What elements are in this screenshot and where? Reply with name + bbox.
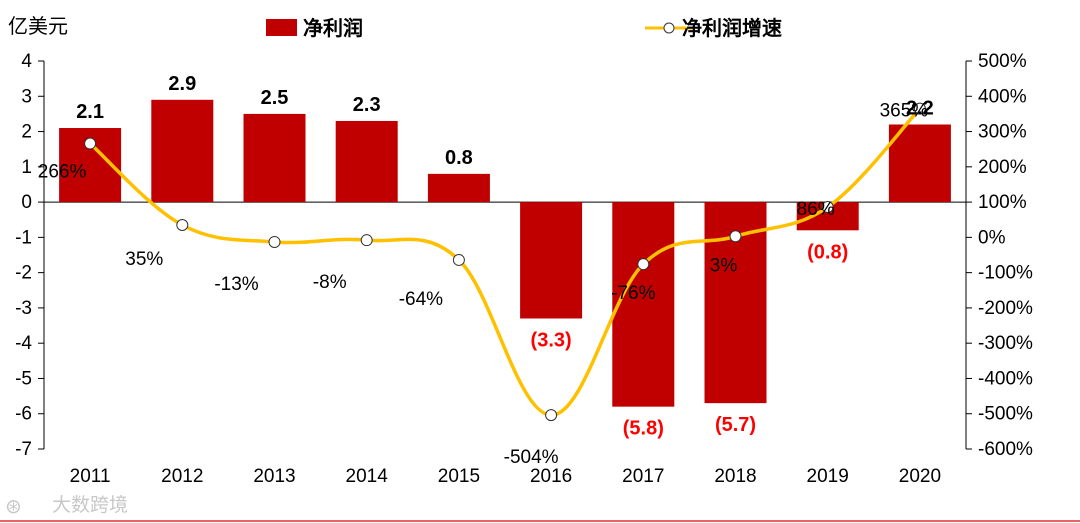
y-left-tick-label: -5: [15, 368, 32, 389]
bar-value-label: (3.3): [531, 329, 572, 351]
y-right-tick-label: 400%: [978, 86, 1027, 107]
y-right-tick-label: 300%: [978, 122, 1027, 143]
bar-value-label: (5.7): [715, 414, 756, 436]
watermark-logo-icon: ⊛: [5, 496, 22, 518]
growth-line: [88, 107, 922, 417]
growth-marker-2013: [268, 235, 281, 248]
growth-marker-2011: [84, 137, 97, 150]
growth-marker-2012: [176, 219, 189, 232]
x-tick-label: 2014: [346, 466, 389, 487]
bar-2013: [243, 113, 306, 203]
x-tick-label: 2015: [438, 466, 480, 487]
growth-label: -64%: [399, 289, 443, 310]
x-tick-label: 2011: [70, 466, 111, 487]
y-left-tick-label: -7: [15, 439, 32, 460]
y-left-tick-label: 1: [21, 157, 32, 178]
y-right-tick-label: -600%: [978, 439, 1033, 460]
bar-value-label: (0.8): [807, 241, 848, 263]
watermark-text: 大数跨境: [52, 494, 128, 516]
bar-value-label: 0.8: [445, 147, 473, 169]
bar-2014: [335, 120, 398, 203]
bar-2017: [612, 202, 675, 407]
bar-value-label: 2.9: [168, 73, 196, 95]
bar-2012: [151, 99, 214, 203]
bar-2020: [888, 124, 951, 203]
bar-series: [59, 99, 951, 407]
bar-value-label: (5.8): [623, 418, 664, 440]
y-left-tick-label: 4: [21, 51, 32, 72]
y-left-tick-label: -4: [15, 333, 32, 354]
y-right-tick-label: -300%: [978, 333, 1033, 354]
growth-label: 35%: [125, 249, 163, 270]
y-left-tick-label: 0: [21, 192, 32, 213]
y-left-tick-label: -6: [15, 404, 32, 425]
y-left-tick-label: -1: [15, 227, 32, 248]
y-left-tick-label: 2: [21, 122, 32, 143]
growth-marker-2015: [452, 253, 465, 266]
legend: 净利润 净利润增速: [266, 16, 782, 40]
growth-label: 3%: [710, 255, 738, 276]
legend-bar-swatch: [266, 19, 297, 36]
y-left-tick-label: 3: [21, 86, 32, 107]
y-right-tick-label: -100%: [978, 263, 1033, 284]
axes: 4 3 2 1 0 -1 -2 -3 -4 -5 -6 -7 500% 400% 300% 200% 100% 0…: [15, 51, 1033, 487]
x-tick-label: 2012: [161, 466, 203, 487]
growth-marker-2016: [545, 409, 558, 422]
growth-label: 365%: [880, 101, 929, 122]
y-right-tick-label: -500%: [978, 404, 1033, 425]
growth-marker-2017: [637, 258, 650, 271]
growth-marker-2018: [729, 230, 742, 243]
bar-2016: [520, 202, 583, 319]
growth-label: 266%: [38, 162, 87, 183]
y-right-tick-label: 200%: [978, 157, 1027, 178]
x-tick-label: 2016: [530, 466, 572, 487]
x-tick-label: 2019: [807, 466, 849, 487]
y-right-tick-label: 0%: [978, 227, 1006, 248]
growth-marker-2020: [913, 102, 926, 115]
y-right-tick-label: 100%: [978, 192, 1027, 213]
growth-label: 86%: [797, 199, 835, 220]
x-tick-label: 2018: [714, 466, 756, 487]
y-right-tick-label: 500%: [978, 51, 1027, 72]
x-tick-label: 2017: [622, 466, 664, 487]
bar-2015: [427, 173, 490, 203]
y-right-tick-label: -400%: [978, 368, 1033, 389]
y-left-tick-label: -2: [15, 263, 32, 284]
growth-label: -504%: [504, 447, 559, 468]
y-right-tick-label: -200%: [978, 298, 1033, 319]
y-axis-unit: 亿美元: [8, 14, 68, 38]
legend-line-label: 净利润增速: [682, 16, 782, 40]
bar-value-label: 2.2: [906, 97, 934, 119]
growth-marker-2014: [360, 234, 373, 247]
legend-line-marker: [663, 22, 675, 34]
watermark: ⊛ 大数跨境: [5, 494, 128, 518]
bar-value-label: 2.5: [261, 87, 289, 109]
growth-label: -8%: [313, 272, 347, 293]
growth-label: -76%: [611, 283, 655, 304]
y-left-tick-label: -3: [15, 298, 32, 319]
legend-bar-label: 净利润: [303, 16, 363, 40]
line-series: [84, 102, 926, 422]
bar-value-label: 2.1: [76, 101, 104, 123]
bar-value-label: 2.3: [353, 94, 381, 116]
x-tick-label: 2020: [899, 466, 941, 487]
growth-marker-2019: [821, 201, 834, 214]
growth-label: -13%: [214, 274, 258, 295]
data-labels: 2.1 2.9 2.5 2.3 0.8 (3.3) (5.8) (5.7) (0.8) 2.2 26…: [38, 73, 934, 468]
x-tick-label: 2013: [253, 466, 295, 487]
